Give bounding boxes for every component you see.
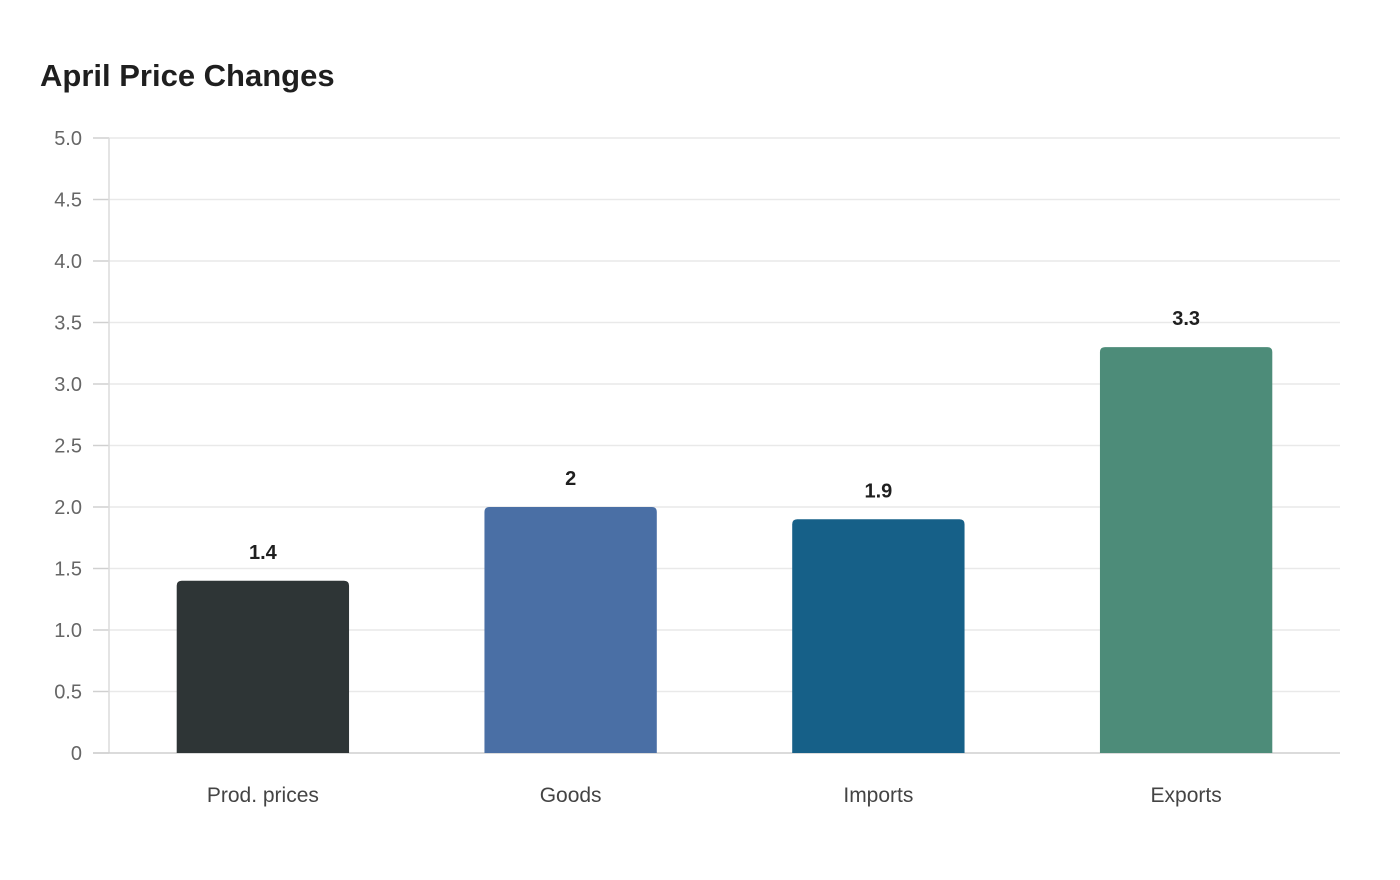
data-label: 1.9 bbox=[864, 480, 892, 502]
y-tick-label: 4.0 bbox=[54, 251, 82, 273]
gridlines bbox=[109, 137, 1340, 693]
bar-prod-prices bbox=[176, 580, 350, 753]
y-tick-label: 5.0 bbox=[54, 128, 82, 150]
chart-title: April Price Changes bbox=[40, 58, 335, 93]
y-tick-label: 0.5 bbox=[54, 682, 82, 704]
x-tick-label: Goods bbox=[540, 784, 602, 807]
data-label: 2 bbox=[565, 468, 576, 490]
bars bbox=[176, 347, 1273, 753]
y-tick-label: 1.5 bbox=[54, 559, 82, 581]
y-tick-label: 0 bbox=[71, 743, 82, 765]
x-tick-label: Imports bbox=[843, 784, 913, 807]
y-tick-label: 2.5 bbox=[54, 436, 82, 458]
labels: 0 0.5 1.0 1.5 2.0 2.5 3.0 3.5 4.0 4.5 5.0 1.4 Prod. … bbox=[54, 128, 1222, 807]
data-label: 3.3 bbox=[1172, 308, 1200, 330]
x-tick-label: Prod. prices bbox=[207, 784, 319, 807]
bar-goods bbox=[484, 507, 657, 753]
y-tick-label: 3.5 bbox=[54, 313, 82, 335]
bar-imports bbox=[792, 519, 965, 753]
y-tick-label: 1.0 bbox=[54, 620, 82, 642]
y-tick-label: 4.5 bbox=[54, 190, 82, 212]
bar-exports bbox=[1099, 347, 1273, 753]
y-tick-label: 3.0 bbox=[54, 374, 82, 396]
x-tick-label: Exports bbox=[1151, 784, 1222, 807]
data-label: 1.4 bbox=[249, 542, 278, 564]
y-tick-label: 2.0 bbox=[54, 497, 82, 519]
